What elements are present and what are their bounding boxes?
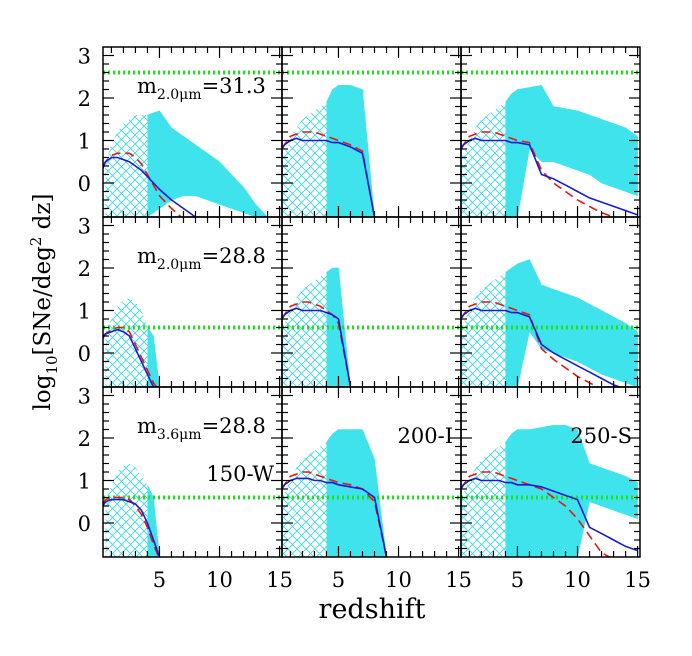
annotation: m2.0μm=28.8 bbox=[137, 244, 266, 273]
series-line bbox=[103, 326, 158, 387]
annotation-part: 2.0μm bbox=[157, 87, 202, 103]
x-tick-label: 5 bbox=[332, 568, 345, 592]
filter-label: 250-S bbox=[570, 424, 632, 448]
panel bbox=[461, 259, 640, 387]
panel bbox=[282, 70, 461, 217]
panel bbox=[103, 463, 282, 557]
series-line bbox=[103, 156, 198, 217]
panel bbox=[282, 429, 461, 557]
y-tick-label: 1 bbox=[78, 130, 91, 154]
y-tick-label: 0 bbox=[78, 342, 91, 366]
series-line bbox=[461, 307, 623, 387]
band bbox=[505, 425, 638, 557]
series-line bbox=[103, 328, 155, 387]
series-line bbox=[461, 131, 616, 217]
annotation-part: =28.8 bbox=[202, 414, 266, 438]
y-tick-label: 1 bbox=[78, 300, 91, 324]
series-line bbox=[103, 496, 160, 557]
x-tick-label: 5 bbox=[153, 568, 166, 592]
x-axis-label: redshift bbox=[319, 594, 426, 625]
y-tick-label: 1 bbox=[78, 470, 91, 494]
y-axis-label: log10[SNe/deg2 dz] bbox=[27, 194, 61, 411]
panel bbox=[461, 70, 640, 217]
annotation-part: m bbox=[137, 414, 157, 438]
band-hatched bbox=[461, 442, 506, 557]
panel bbox=[103, 297, 282, 387]
y-tick-label: 3 bbox=[78, 385, 91, 409]
series-line bbox=[461, 477, 638, 552]
x-tick-label: 10 bbox=[385, 568, 412, 592]
band bbox=[326, 85, 375, 217]
y-tick-label: 0 bbox=[78, 172, 91, 196]
band bbox=[505, 85, 638, 217]
band bbox=[147, 484, 160, 557]
annotation-part: 3.6μm bbox=[157, 427, 202, 443]
y-tick-label: 2 bbox=[78, 257, 91, 281]
band bbox=[505, 259, 638, 387]
band-hatched bbox=[105, 114, 148, 217]
band-hatched bbox=[105, 297, 148, 387]
y-tick-label: 3 bbox=[78, 215, 91, 239]
band-hatched bbox=[461, 272, 506, 387]
band bbox=[326, 429, 387, 557]
series-line bbox=[282, 477, 388, 557]
annotation-part: 2.0μm bbox=[157, 257, 202, 273]
x-tick-label: 15 bbox=[266, 568, 293, 592]
annotation-part: m bbox=[137, 244, 157, 268]
band-hatched bbox=[282, 102, 327, 217]
series-line bbox=[461, 301, 600, 387]
series-line bbox=[282, 131, 376, 217]
panel bbox=[103, 70, 282, 217]
annotation: m3.6μm=28.8 bbox=[137, 414, 266, 443]
band bbox=[147, 326, 160, 387]
x-tick-label: 10 bbox=[564, 568, 591, 592]
series-line bbox=[461, 137, 638, 216]
series-line bbox=[461, 471, 612, 557]
y-tick-label: 3 bbox=[78, 45, 91, 69]
y-tick-label: 0 bbox=[78, 512, 91, 536]
band-hatched bbox=[282, 442, 327, 557]
series-line bbox=[103, 498, 161, 557]
y-tick-label: 2 bbox=[78, 87, 91, 111]
filter-label: 200-I bbox=[398, 424, 453, 448]
x-tick-label: 10 bbox=[206, 568, 233, 592]
series-line bbox=[282, 307, 352, 387]
panel bbox=[282, 267, 461, 387]
band bbox=[147, 110, 268, 217]
annotation-part: =31.3 bbox=[202, 74, 266, 98]
band-hatched bbox=[461, 102, 506, 217]
series-line bbox=[103, 152, 183, 217]
band-hatched bbox=[105, 463, 148, 557]
x-tick-label: 15 bbox=[624, 568, 651, 592]
x-tick-label: 15 bbox=[445, 568, 472, 592]
filter-label: 150-W bbox=[206, 462, 274, 486]
annotation-part: =28.8 bbox=[202, 244, 266, 268]
x-tick-label: 5 bbox=[511, 568, 524, 592]
annotation: m2.0μm=31.3 bbox=[137, 74, 266, 103]
band-hatched bbox=[282, 272, 327, 387]
annotation-part: m bbox=[137, 74, 157, 98]
panel bbox=[461, 425, 640, 557]
y-tick-label: 2 bbox=[78, 427, 91, 451]
